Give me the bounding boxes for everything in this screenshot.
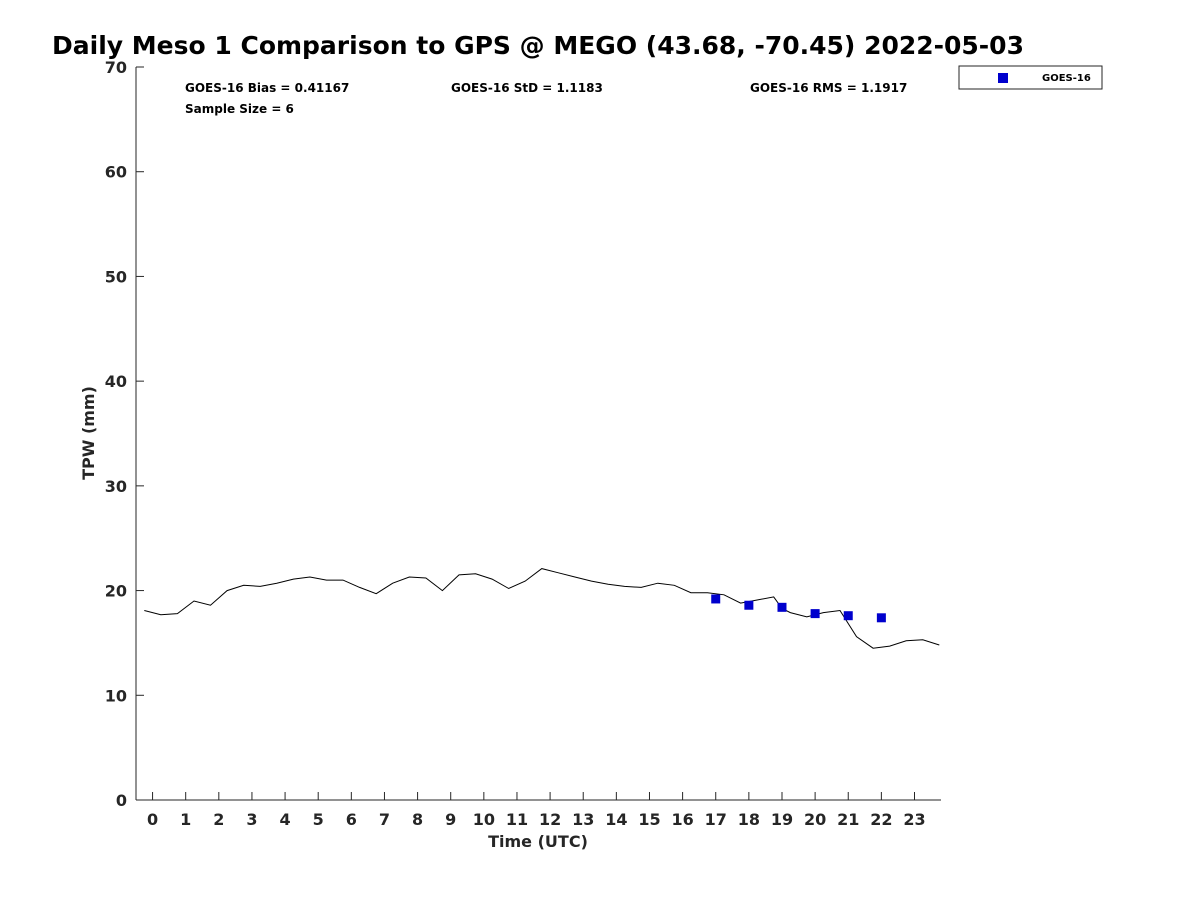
x-ticks: 0 1 2 3 4 5 6 7 8 9 10 11 12 13 14 15 16 17 18 19 20 21 22 23 [147, 792, 926, 829]
goes16-point [876, 613, 886, 623]
y-axis-label: TPW (mm) [79, 386, 98, 480]
x-tick-label: 1 [180, 810, 191, 829]
x-tick-label: 5 [313, 810, 324, 829]
bias-annotation: GOES-16 Bias = 0.41167 [185, 81, 349, 95]
series-layer [144, 568, 940, 649]
y-tick-label: 60 [105, 163, 127, 182]
x-tick-label: 22 [870, 810, 892, 829]
y-tick-label: 0 [116, 791, 127, 810]
legend-label-goes16: GOES-16 [1042, 73, 1091, 84]
x-tick-label: 19 [771, 810, 793, 829]
goes16-point [810, 609, 820, 619]
legend: GOES-16 [958, 65, 1103, 90]
gps-line [144, 568, 940, 649]
x-axis-label: Time (UTC) [488, 832, 588, 851]
x-tick-label: 3 [246, 810, 257, 829]
x-tick-label: 2 [213, 810, 224, 829]
y-tick-label: 10 [105, 686, 127, 705]
legend-marker-goes16 [998, 73, 1008, 83]
y-tick-label: 70 [105, 58, 127, 77]
x-tick-label: 12 [539, 810, 561, 829]
x-tick-label: 18 [738, 810, 760, 829]
rms-annotation: GOES-16 RMS = 1.1917 [750, 81, 907, 95]
x-tick-label: 21 [837, 810, 859, 829]
y-tick-label: 20 [105, 582, 127, 601]
std-annotation: GOES-16 StD = 1.1183 [451, 81, 603, 95]
x-tick-label: 15 [638, 810, 660, 829]
x-tick-label: 7 [379, 810, 390, 829]
y-ticks: 0 10 20 30 40 50 60 70 [105, 58, 144, 810]
x-tick-label: 13 [572, 810, 594, 829]
goes16-point [711, 594, 721, 604]
x-tick-label: 9 [445, 810, 456, 829]
chart-title: Daily Meso 1 Comparison to GPS @ MEGO (4… [52, 31, 1024, 60]
x-tick-label: 10 [473, 810, 495, 829]
x-tick-label: 8 [412, 810, 423, 829]
legend-box [958, 65, 1103, 90]
x-tick-label: 11 [506, 810, 528, 829]
x-tick-label: 16 [671, 810, 693, 829]
x-tick-label: 20 [804, 810, 826, 829]
x-tick-label: 14 [605, 810, 627, 829]
goes16-point [843, 611, 853, 621]
x-tick-label: 6 [346, 810, 357, 829]
goes16-point [777, 602, 787, 612]
plot-area [135, 67, 941, 801]
stats-annotations: GOES-16 Bias = 0.41167 GOES-16 StD = 1.1… [185, 81, 907, 116]
sample-size-annotation: Sample Size = 6 [185, 102, 294, 116]
x-tick-label: 4 [280, 810, 291, 829]
y-tick-label: 30 [105, 477, 127, 496]
x-tick-label: 23 [903, 810, 925, 829]
y-tick-label: 50 [105, 267, 127, 286]
y-tick-label: 40 [105, 372, 127, 391]
goes16-point [744, 600, 754, 610]
x-tick-label: 0 [147, 810, 158, 829]
x-tick-label: 17 [705, 810, 727, 829]
